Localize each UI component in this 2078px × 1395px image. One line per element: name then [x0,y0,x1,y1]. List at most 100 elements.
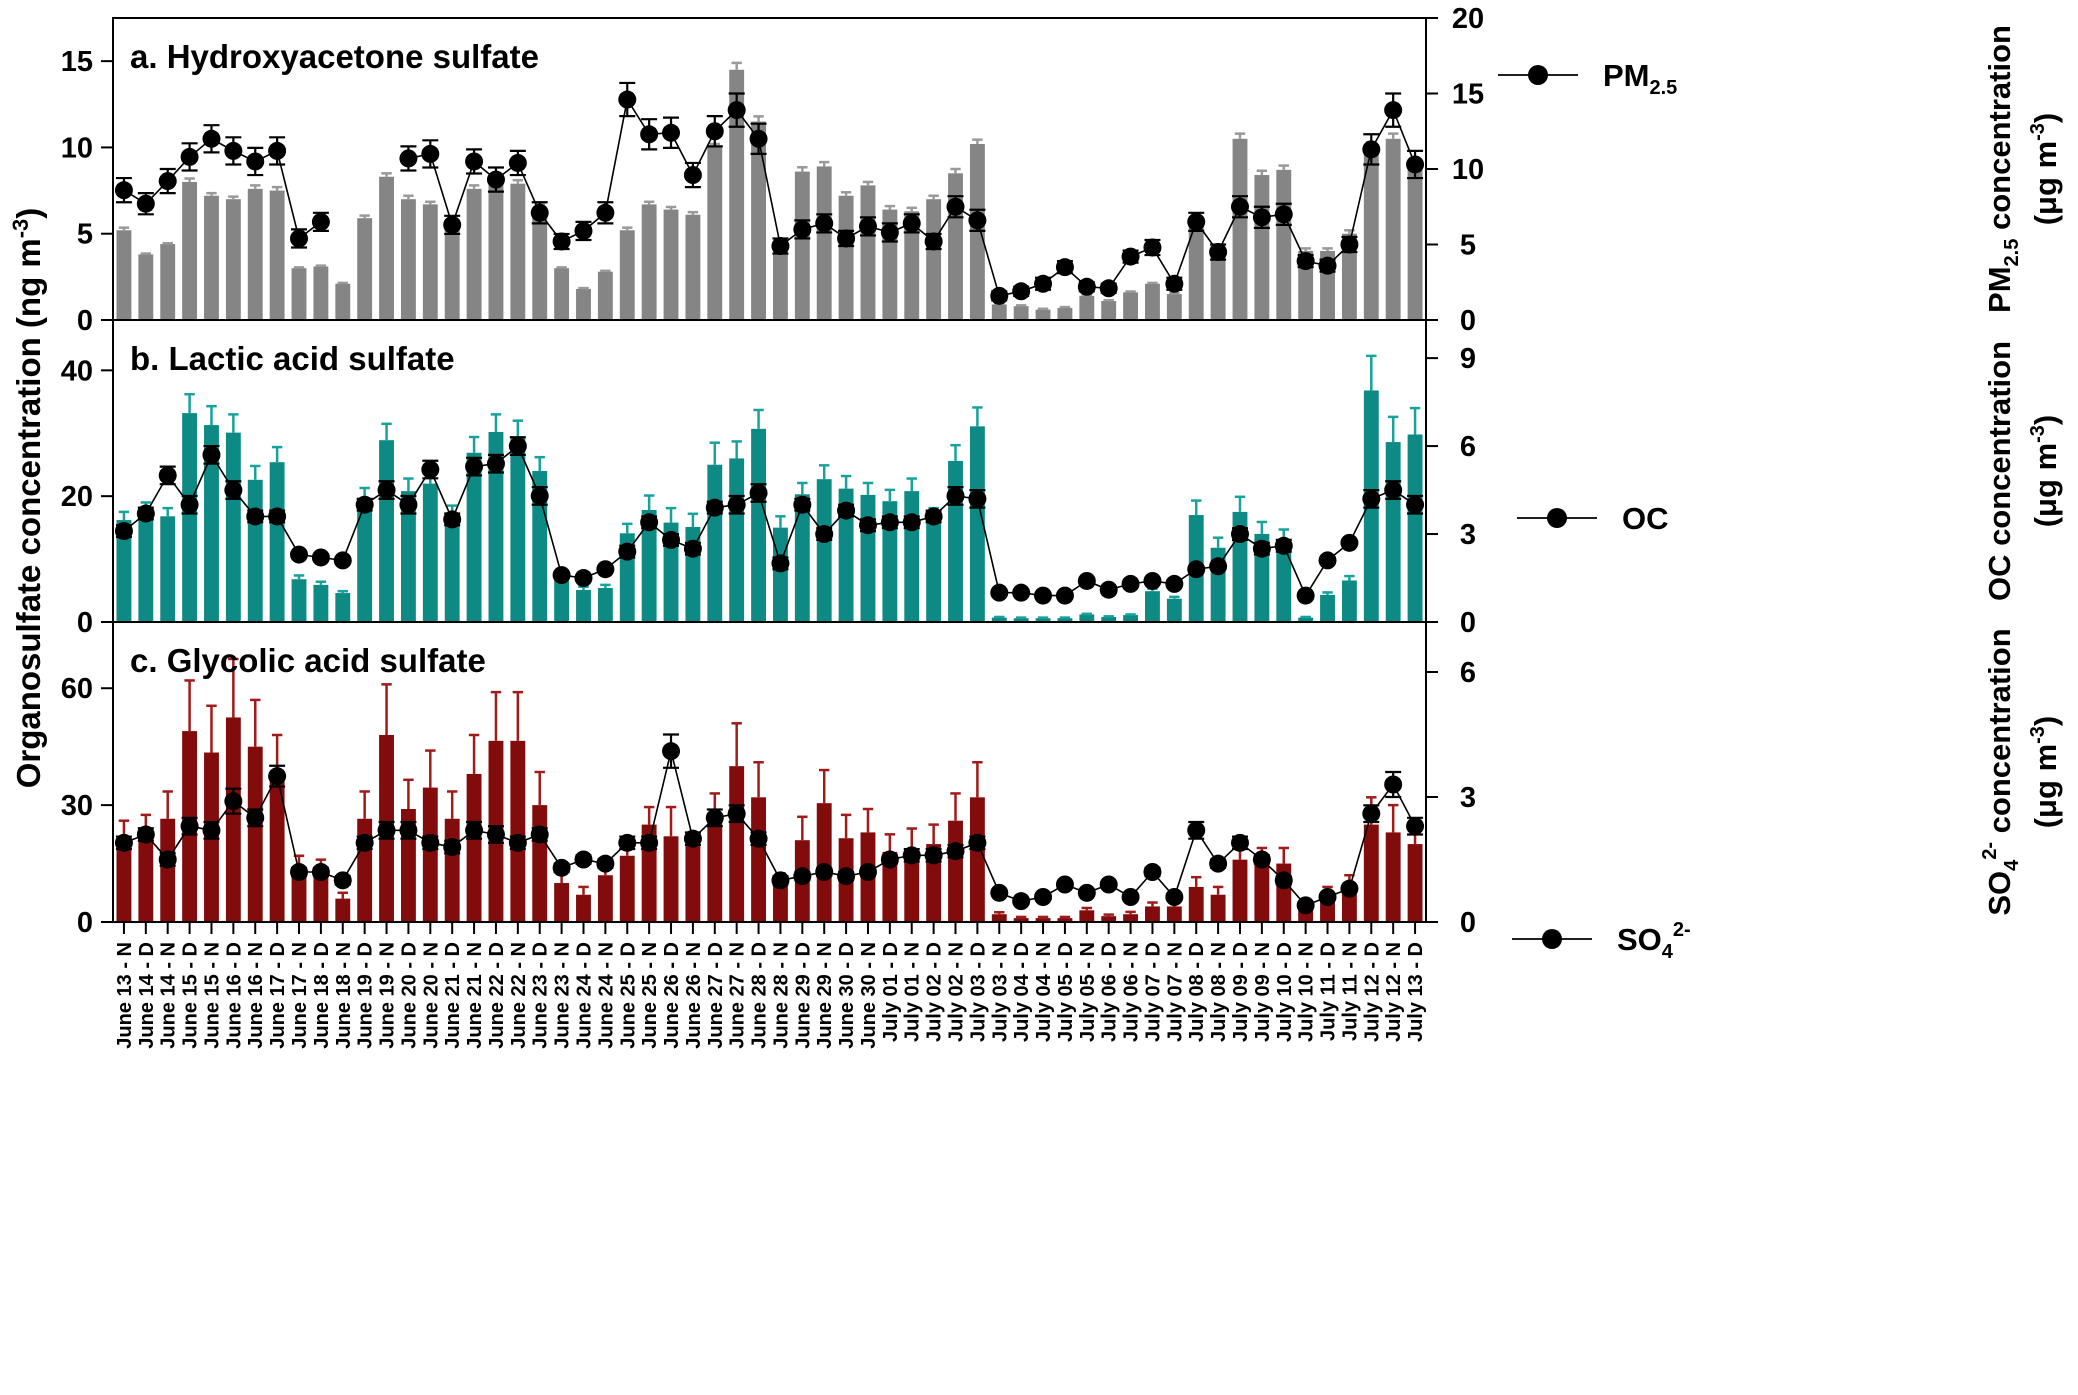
data-point [1252,850,1271,869]
bar [1057,618,1073,622]
bar [1254,175,1270,320]
bar [576,288,591,320]
x-tick-label: June 26 - N [683,942,705,1049]
bar [816,803,832,922]
data-point [333,871,352,890]
data-point [1055,875,1074,894]
bar [313,871,329,922]
y2-tick-label: 15 [1452,79,1484,111]
x-tick-label: June 22 - D [486,942,508,1049]
x-tick-label: July 10 - D [1274,942,1296,1042]
x-tick-label: July 06 - D [1099,942,1121,1042]
x-tick-label: July 03 - N [989,942,1011,1042]
data-point [596,560,615,579]
x-tick-label: July 07 - N [1164,942,1186,1042]
bar [1341,580,1357,622]
bar [619,855,635,922]
bar [116,840,132,922]
x-tick-label: June 27 - N [727,942,749,1049]
x-tick-label: June 23 - N [552,942,574,1049]
data-point [815,863,834,881]
data-point [486,170,505,189]
bar [510,740,526,922]
bar [1057,918,1073,922]
data-point [880,850,899,869]
bar [904,491,920,622]
bar [1123,292,1139,320]
y2-axis-unit: (μg m-3) [2027,716,2063,829]
data-point [530,486,549,505]
bar [663,836,679,922]
x-tick-label: June 20 - N [420,942,442,1049]
data-point [180,817,199,836]
bar [1232,138,1248,320]
x-tick-label: July 08 - N [1208,942,1230,1042]
bar [1407,434,1423,622]
x-tick-label: June 30 - N [858,942,880,1049]
bar [751,428,766,622]
x-tick-label: July 11 - N [1339,942,1361,1041]
x-tick-label: June 16 - N [245,942,267,1049]
data-point [246,808,265,827]
data-point [1165,274,1184,293]
data-point [508,437,527,456]
data-point [1252,539,1271,558]
x-tick-label: July 12 - N [1383,942,1405,1042]
bar [1101,916,1117,922]
x-tick-label: July 02 - N [946,942,968,1042]
legend-marker [1528,65,1548,85]
data-point [1121,247,1140,266]
data-point [508,833,527,852]
legend-label: PM2.5 [1603,58,1677,99]
y-tick-label: 20 [61,481,93,513]
data-point [596,854,615,873]
bar [313,584,329,622]
data-point [465,457,484,476]
y2-tick-label: 9 [1460,343,1476,375]
bar [1188,225,1204,320]
data-point [1143,863,1162,881]
bar [532,207,548,320]
bar [510,183,526,320]
data-point [618,90,637,109]
bar [138,510,154,622]
data-point [1296,896,1315,915]
x-tick-label: June 16 - D [223,942,245,1049]
data-point [333,551,352,570]
bar [269,190,285,320]
data-point [1230,197,1249,216]
bar [1341,233,1357,320]
data-point [1362,140,1381,159]
data-point [1340,879,1359,898]
data-point [443,215,462,234]
data-point [1318,256,1337,275]
data-point [1012,282,1031,301]
data-point [683,539,702,558]
bar [597,588,613,622]
data-point [574,850,593,869]
bar [1232,859,1248,922]
series-line [123,137,322,240]
x-tick-label: July 06 - N [1121,942,1143,1042]
bar [1013,618,1029,622]
data-point [1099,580,1118,599]
bar [1210,250,1226,320]
bar [1057,307,1073,320]
data-point [1274,871,1293,890]
data-point [968,489,987,508]
bar [488,181,504,320]
data-point [158,466,177,485]
data-point [1384,481,1403,500]
y2-tick-label: 0 [1460,607,1476,639]
data-point [1230,525,1249,544]
x-tick-label: June 25 - D [617,942,639,1049]
data-point [1034,274,1053,293]
data-point [290,229,309,248]
y2-axis-unit: (μg m-3) [2027,113,2063,226]
bar [926,844,942,922]
data-point [727,495,746,514]
data-point [858,217,877,236]
data-point [552,858,571,877]
data-point [924,846,943,865]
data-point [640,125,659,144]
